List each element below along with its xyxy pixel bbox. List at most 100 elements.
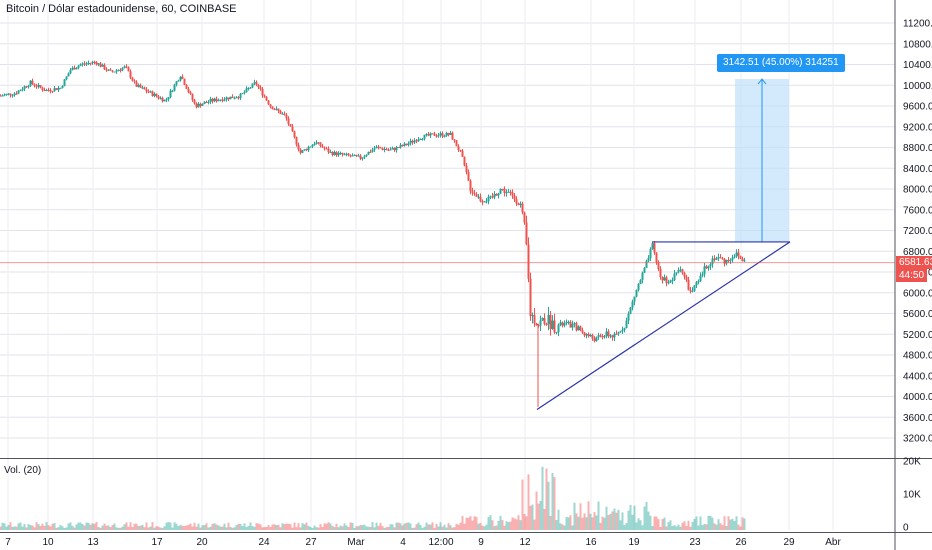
y-tick-label: 4000.00: [903, 392, 932, 403]
candle-body: [513, 195, 516, 200]
candle-body: [369, 151, 372, 153]
volume-bar: [119, 527, 122, 530]
volume-bar: [465, 517, 468, 530]
volume-bar: [423, 526, 426, 530]
measure-arrow-head: [757, 78, 767, 85]
volume-bar: [217, 525, 220, 530]
candle-body: [525, 222, 528, 245]
candle-body: [243, 92, 246, 94]
volume-bar: [257, 523, 260, 530]
candle-body: [587, 334, 590, 337]
candle-body: [217, 100, 220, 102]
candle-body: [269, 104, 272, 107]
candle-body: [737, 252, 740, 256]
volume-bar: [269, 526, 272, 530]
candle-body: [527, 244, 530, 279]
volume-bar: [657, 519, 660, 530]
candle-body: [499, 188, 502, 194]
volume-bar: [105, 525, 108, 530]
candle-body: [673, 273, 676, 281]
volume-bar: [607, 514, 610, 530]
volume-bar: [391, 524, 394, 530]
candle-body: [671, 280, 674, 282]
candle-body: [391, 148, 394, 150]
candle-body: [271, 106, 274, 110]
candle-body: [155, 93, 158, 97]
volume-bar: [699, 516, 702, 530]
volume-bar: [475, 517, 478, 530]
volume-bar: [413, 527, 416, 530]
candle-body: [469, 180, 472, 192]
candle-body: [529, 278, 532, 317]
candle-body: [541, 318, 544, 321]
volume-bar: [25, 527, 28, 530]
volume-bar: [151, 522, 154, 530]
x-tick-label: 13: [87, 537, 99, 548]
candle-body: [447, 132, 450, 135]
candle-body: [531, 315, 534, 317]
volume-bar: [531, 504, 534, 530]
candle-body: [445, 132, 448, 136]
candle-body: [265, 96, 268, 101]
candle-body: [425, 134, 428, 136]
candle-body: [213, 98, 216, 102]
candle-body: [599, 335, 602, 337]
volume-bar: [331, 525, 334, 530]
volume-bar: [539, 500, 542, 530]
volume-bar: [139, 525, 142, 530]
candle-body: [339, 152, 342, 154]
candle-body: [163, 99, 166, 102]
candle-body: [237, 97, 240, 99]
candle-body: [251, 83, 254, 88]
candle-body: [3, 94, 6, 96]
volume-bar: [557, 509, 560, 530]
candle-body: [197, 103, 200, 108]
candle-body: [367, 151, 370, 155]
volume-bar: [625, 523, 628, 530]
volume-bar: [561, 524, 564, 530]
candle-body: [577, 326, 580, 331]
volume-bar: [207, 527, 210, 530]
volume-bar: [363, 524, 366, 530]
volume-bar: [245, 526, 248, 530]
candle-body: [149, 91, 152, 93]
candle-body: [507, 191, 510, 193]
volume-bar: [271, 524, 274, 530]
candle-body: [409, 140, 412, 144]
candle-body: [229, 96, 232, 100]
volume-bar: [77, 522, 80, 530]
candle-body: [629, 307, 632, 314]
candle-body: [279, 110, 282, 114]
candle-body: [39, 85, 42, 88]
volume-bar: [425, 522, 428, 530]
candle-body: [45, 89, 48, 91]
volume-bar: [579, 503, 582, 530]
candle-body: [169, 90, 172, 98]
candle-body: [333, 151, 336, 156]
volume-bar: [569, 515, 572, 530]
candle-body: [611, 335, 614, 338]
candle-body: [493, 193, 496, 198]
candle-body: [119, 69, 122, 71]
candle-body: [595, 337, 598, 342]
volume-bar: [629, 504, 632, 530]
volume-bar: [687, 520, 690, 530]
candle-body: [597, 335, 600, 338]
volume-bar: [213, 523, 216, 530]
volume-bar: [639, 520, 642, 530]
y-tick-label: 4400.00: [903, 371, 932, 382]
volume-bar: [301, 523, 304, 530]
candle-body: [393, 148, 396, 151]
volume-bar: [337, 527, 340, 530]
candle-body: [311, 144, 314, 147]
volume-bar: [683, 521, 686, 530]
volume-bar: [273, 524, 276, 530]
volume-bar: [181, 525, 184, 530]
volume-bar: [567, 517, 570, 530]
candle-body: [403, 143, 406, 147]
volume-bar: [89, 524, 92, 530]
candle-body: [607, 331, 610, 337]
y-tick-label: 6000.00: [903, 288, 932, 299]
candle-body: [423, 134, 426, 139]
